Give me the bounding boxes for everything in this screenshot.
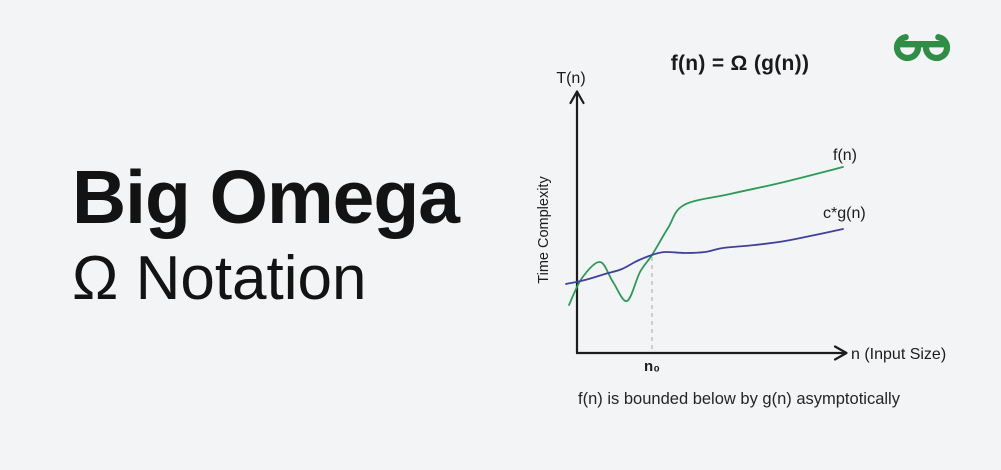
geeksforgeeks-logo-icon [893, 34, 951, 62]
title-main: Big Omega [72, 155, 460, 239]
title-sub: Ω Notation [72, 244, 367, 313]
f-n-curve-label: f(n) [833, 147, 857, 164]
omega-formula: f(n) = Ω (g(n)) [670, 52, 810, 75]
c-g-n-curve-label: c*g(n) [823, 205, 866, 222]
logo-left-g [893, 34, 922, 62]
y-axis-title: Time Complexity [536, 176, 552, 284]
x-axis-arrow-icon [833, 345, 848, 361]
x-axis-title: n (Input Size) [851, 346, 946, 363]
logo-crossbar [896, 41, 948, 48]
big-omega-chart: T(n) Time Complexity n (Input Size) n₀ f… [536, 70, 946, 375]
y-axis-tip-label: T(n) [556, 70, 585, 87]
logo-glyphs [893, 34, 951, 62]
f-n-curve [568, 166, 844, 306]
c-g-n-curve [565, 228, 844, 285]
y-axis-arrow-icon [569, 90, 585, 105]
page-title: Big Omega Ω Notation [72, 155, 460, 313]
n0-label: n₀ [644, 358, 660, 375]
logo-right-g [922, 34, 951, 62]
chart-caption: f(n) is bounded below by g(n) asymptotic… [578, 390, 900, 408]
